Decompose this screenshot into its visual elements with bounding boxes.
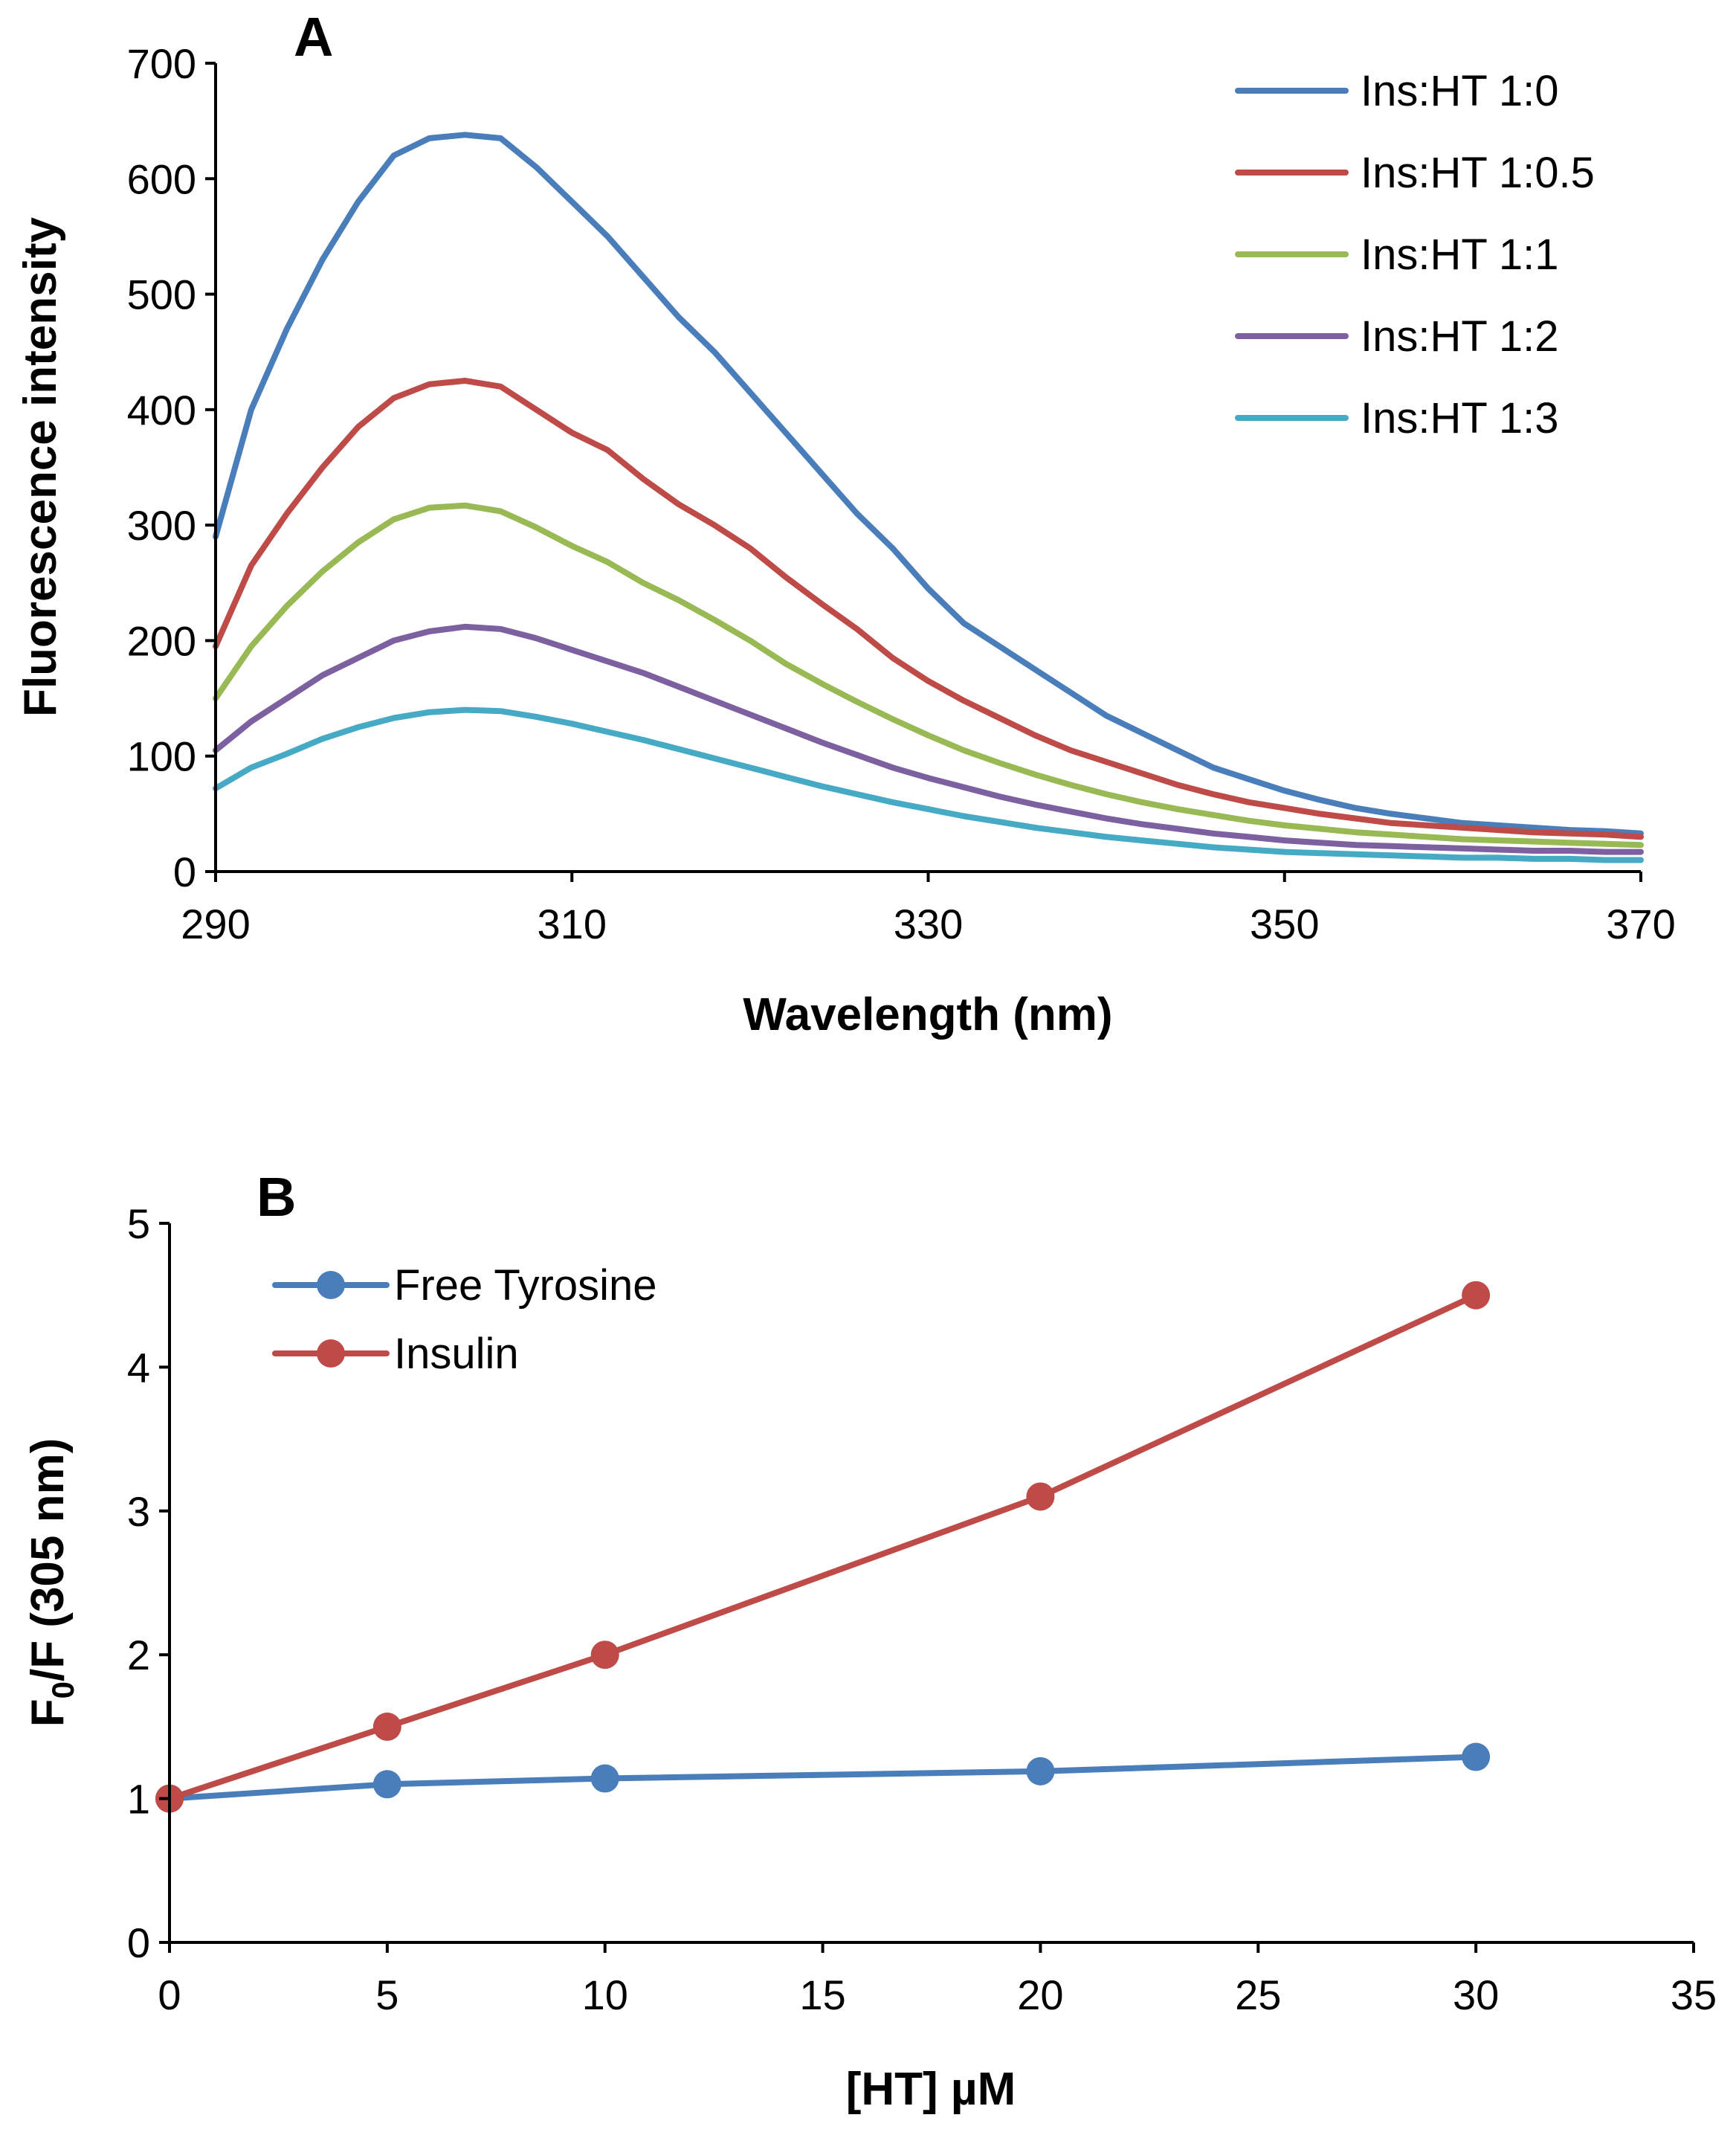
panel-a-legend-label-4: Ins:HT 1:2 xyxy=(1361,312,1559,361)
panel-b-y-tick-label: 2 xyxy=(127,1632,150,1678)
panel-b-x-axis-title: [HT] µM xyxy=(846,2064,1016,2115)
panel-a-y-tick-label: 0 xyxy=(173,849,196,895)
panel-b-series-2-point xyxy=(1462,1281,1491,1310)
panel-b-legend-marker-2 xyxy=(317,1339,345,1368)
panel-a-series-line-1 xyxy=(213,132,1644,837)
panel-b-series-1-point xyxy=(372,1770,401,1799)
panel-a-legend: Ins:HT 1:0 Ins:HT 1:0.5 Ins:HT 1:1 Ins:HT 1… xyxy=(1235,67,1595,442)
panel-b-series-line-1 xyxy=(167,1754,1480,1802)
panel-b-x-tick-label: 15 xyxy=(799,1971,845,2018)
panel-b-y-title-main: F xyxy=(22,1699,74,1727)
panel-a-x-ticks: 290 310 330 350 370 xyxy=(181,872,1676,947)
panel-b-x-tick-label: 0 xyxy=(158,1971,181,2018)
panel-a-y-tick-label: 200 xyxy=(127,617,196,664)
panel-b-legend: Free Tyrosine Insulin xyxy=(272,1261,657,1378)
panel-b-y-tick-label: 5 xyxy=(127,1200,150,1247)
panel-b-y-title-rest: /F (305 nm) xyxy=(22,1438,74,1681)
panel-a-x-tick-label: 310 xyxy=(538,901,607,947)
panel-a-y-tick-label: 600 xyxy=(127,155,196,202)
panel-b-x-tick-label: 30 xyxy=(1453,1971,1499,2018)
panel-b-series-2-point xyxy=(590,1640,619,1669)
panel-a-y-ticks: 0 100 200 300 400 500 600 700 xyxy=(127,40,216,895)
panel-a-series-line-5 xyxy=(213,706,1644,863)
panel-a-legend-label-3: Ins:HT 1:1 xyxy=(1361,231,1559,279)
panel-a-legend-label-2: Ins:HT 1:0.5 xyxy=(1361,149,1595,197)
panel-b-y-tick-label: 0 xyxy=(127,1919,150,1966)
panel-b-series xyxy=(155,1281,1491,1813)
panel-b-series-1-point xyxy=(1462,1742,1491,1771)
panel-a-label: A xyxy=(294,6,333,68)
panel-a-y-axis-title: Fluorescence intensity xyxy=(15,217,66,717)
panel-a-y-tick-label: 500 xyxy=(127,271,196,318)
panel-a-legend-label-5: Ins:HT 1:3 xyxy=(1361,394,1559,442)
panel-a-series-line-2 xyxy=(213,378,1644,840)
panel-a-y-tick-label: 100 xyxy=(127,733,196,780)
panel-a-series xyxy=(213,132,1644,863)
panel-b-y-title-sub: 0 xyxy=(45,1681,80,1699)
panel-a-y-tick-label: 400 xyxy=(127,387,196,434)
panel-b-series-2-point xyxy=(1026,1482,1055,1511)
panel-b-legend-label-2: Insulin xyxy=(394,1330,519,1378)
panel-a-x-tick-label: 330 xyxy=(894,901,963,947)
panel-b-series-2-point xyxy=(372,1712,401,1741)
panel-a-x-tick-label: 350 xyxy=(1250,901,1319,947)
panel-a-x-axis-title: Wavelength (nm) xyxy=(743,989,1112,1040)
panel-a-x-tick-label: 290 xyxy=(181,901,250,947)
panel-a-series-line-4 xyxy=(213,623,1644,855)
panel-b-series-line-2 xyxy=(167,1292,1480,1802)
panel-b-legend-label-1: Free Tyrosine xyxy=(394,1261,657,1310)
panel-a-y-tick-label: 300 xyxy=(127,502,196,549)
panel-b-y-tick-label: 1 xyxy=(127,1776,150,1823)
panel-b-y-ticks: 0 1 2 3 4 5 xyxy=(127,1200,170,1966)
panel-a-series-line-3 xyxy=(213,502,1644,849)
panel-b-x-tick-label: 10 xyxy=(582,1971,628,2018)
panel-b-x-tick-label: 35 xyxy=(1671,1971,1717,2018)
panel-b-y-tick-label: 3 xyxy=(127,1488,150,1535)
panel-b-x-tick-label: 25 xyxy=(1235,1971,1281,2018)
panel-b-x-ticks: 0 5 10 15 20 25 30 35 xyxy=(158,1942,1717,2018)
panel-a-y-tick-label: 700 xyxy=(127,40,196,87)
panel-a-x-tick-label: 370 xyxy=(1606,901,1675,947)
panel-b-y-tick-label: 4 xyxy=(127,1344,150,1391)
panel-b-y-axis-title: F0/F (305 nm) xyxy=(22,1438,80,1728)
panel-b-x-tick-label: 5 xyxy=(375,1971,398,2018)
panel-b-legend-marker-1 xyxy=(317,1271,345,1299)
panel-b-series-1-point xyxy=(1026,1757,1055,1786)
panel-a-legend-label-1: Ins:HT 1:0 xyxy=(1361,67,1559,115)
panel-b-label: B xyxy=(256,1166,296,1228)
panel-b-series-1-point xyxy=(590,1764,619,1793)
panel-a-chart: A 0 100 200 300 400 500 600 700 290 310 330 350 370… xyxy=(15,6,1676,1040)
panel-b-x-tick-label: 20 xyxy=(1017,1971,1063,2018)
